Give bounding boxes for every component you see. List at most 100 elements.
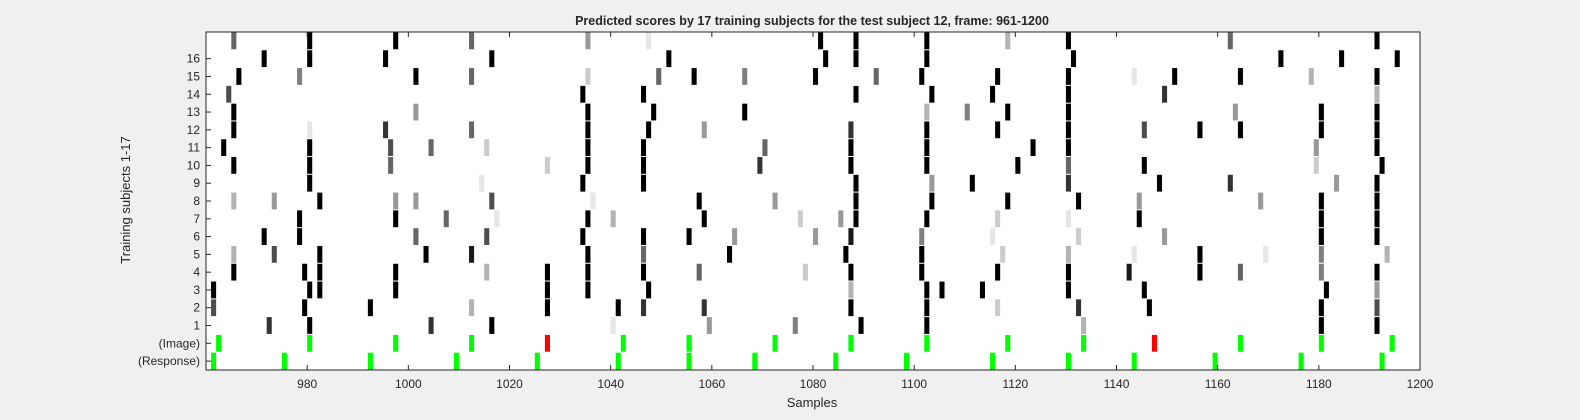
score-cell-subject-13 [1065, 103, 1071, 121]
score-cell-subject-13 [1374, 103, 1380, 121]
score-cell-subject-8 [1005, 192, 1011, 210]
y-tick-label: 5 [193, 247, 200, 261]
score-cell-subject-17 [818, 32, 824, 50]
score-cell-subject-12 [646, 121, 652, 139]
score-cell-subject-16 [1394, 50, 1400, 68]
response-marker [1212, 352, 1218, 370]
score-cell-subject-12 [848, 121, 854, 139]
score-cell-subject-8 [696, 192, 702, 210]
score-cell-subject-17 [1374, 32, 1380, 50]
score-cell-subject-1 [1318, 317, 1324, 334]
x-tick-label: 1060 [698, 377, 725, 391]
score-cell-subject-4 [484, 263, 490, 281]
response-marker [1379, 352, 1385, 370]
score-cell-subject-2 [848, 299, 854, 317]
score-cell-subject-3 [979, 281, 985, 299]
score-cell-subject-9 [1156, 174, 1163, 192]
y-tick-label: 2 [193, 301, 200, 315]
score-cell-subject-6 [813, 228, 819, 245]
score-cell-subject-7 [297, 210, 303, 228]
score-cell-subject-4 [302, 263, 308, 281]
score-cell-subject-3 [317, 281, 323, 299]
score-cell-subject-9 [1334, 174, 1340, 192]
y-tick-label: (Image) [159, 336, 200, 350]
score-cell-subject-7 [443, 210, 449, 228]
score-cell-subject-10 [307, 157, 313, 174]
score-cell-subject-16 [1278, 50, 1284, 68]
score-cell-subject-12 [1318, 121, 1324, 139]
score-cell-subject-1 [1374, 317, 1380, 334]
y-tick-label: 10 [187, 158, 201, 172]
score-cell-subject-4 [1318, 263, 1324, 281]
score-cell-subject-4 [1065, 263, 1071, 281]
score-cell-subject-8 [853, 192, 859, 210]
score-cell-subject-15 [813, 68, 819, 85]
score-cell-subject-7 [701, 210, 707, 228]
score-cell-subject-10 [1141, 157, 1147, 174]
score-cell-subject-4 [544, 263, 550, 281]
image-marker [924, 334, 930, 352]
score-cell-subject-13 [1005, 103, 1011, 121]
score-cell-subject-7 [797, 210, 803, 228]
score-cell-subject-5 [1000, 245, 1006, 263]
score-cell-subject-17 [853, 32, 859, 50]
score-cell-subject-2 [544, 299, 550, 317]
image-marker [216, 334, 222, 352]
score-cell-subject-12 [1065, 121, 1071, 139]
x-tick-label: 1160 [1205, 377, 1231, 391]
score-cell-subject-14 [1374, 85, 1380, 103]
score-cell-subject-13 [651, 103, 657, 121]
score-cell-subject-11 [221, 139, 227, 157]
score-cell-subject-15 [1065, 68, 1071, 85]
score-cell-subject-9 [307, 174, 313, 192]
score-cell-subject-15 [1172, 68, 1178, 85]
score-cell-subject-5 [1384, 245, 1390, 263]
y-tick-label: 3 [193, 283, 200, 297]
image-marker [686, 334, 692, 352]
y-tick-label: 8 [193, 194, 200, 208]
score-cell-subject-14 [641, 85, 647, 103]
score-cell-subject-2 [701, 299, 707, 317]
score-cell-subject-9 [969, 174, 975, 192]
score-cell-subject-4 [1374, 263, 1380, 281]
y-tick-label: 13 [187, 105, 201, 119]
score-cell-subject-11 [924, 139, 930, 157]
score-cell-subject-7 [610, 210, 616, 228]
score-cell-subject-9 [580, 174, 586, 192]
score-cell-subject-13 [742, 103, 748, 121]
response-marker [453, 352, 459, 370]
score-cell-subject-3 [307, 281, 313, 299]
score-cell-subject-4 [317, 263, 323, 281]
score-cell-subject-2 [615, 299, 621, 317]
score-cell-subject-7 [1318, 210, 1324, 228]
score-cell-subject-1 [924, 317, 930, 334]
image-marker [1005, 334, 1011, 352]
score-cell-subject-4 [641, 263, 647, 281]
score-cell-subject-3 [393, 281, 399, 299]
score-cell-subject-5 [469, 245, 475, 263]
score-cell-subject-8 [231, 192, 237, 210]
y-tick-label: 16 [187, 52, 201, 66]
score-cell-subject-16 [307, 50, 313, 68]
image-marker [1389, 334, 1395, 352]
score-cell-subject-9 [853, 174, 859, 192]
x-tick-label: 1080 [800, 377, 827, 391]
score-cell-subject-1 [428, 317, 434, 334]
score-cell-subject-10 [757, 157, 763, 174]
image-marker [1081, 334, 1087, 352]
score-cell-subject-2 [1318, 299, 1324, 317]
score-cell-subject-11 [484, 139, 490, 157]
score-cell-subject-6 [1162, 228, 1168, 245]
score-cell-subject-15 [656, 68, 662, 85]
score-cell-subject-6 [297, 228, 303, 245]
score-cell-subject-13 [413, 103, 419, 121]
x-ticks: 980 1000 1020 1040 1060 1080 1100 1120 1140 1160 1… [297, 32, 1434, 391]
score-cell-subject-6 [848, 228, 854, 245]
score-cell-subject-15 [919, 68, 925, 85]
score-cell-subject-11 [307, 139, 313, 157]
score-cell-subject-17 [924, 32, 930, 50]
score-cell-subject-12 [1197, 121, 1203, 139]
response-marker [752, 352, 758, 370]
